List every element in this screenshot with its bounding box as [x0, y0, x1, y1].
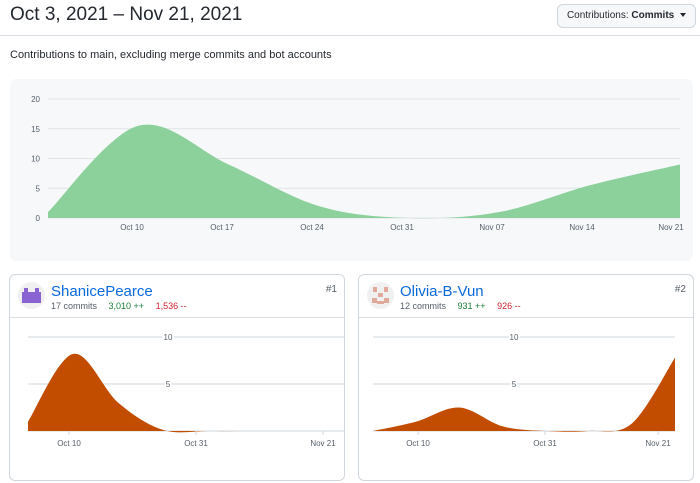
identicon-block [24, 288, 28, 292]
avatar[interactable] [367, 282, 394, 309]
x-tick-label: Nov 21 [310, 439, 336, 448]
contributor-username[interactable]: Olivia-B-Vun [400, 283, 484, 300]
avatar[interactable] [18, 282, 45, 309]
rank-badge: #2 [674, 284, 686, 295]
deletions-count: 926 -- [497, 301, 521, 311]
contributor-card-1: ShanicePearce 17 commits 3,010 ++ 1,536 … [9, 274, 345, 481]
x-tick-label: Oct 17 [210, 223, 234, 232]
x-tick-label: Nov 21 [658, 223, 684, 232]
y-tick-label: 5 [512, 380, 517, 389]
caret-down-icon [680, 13, 686, 18]
contributions-label: Contributions: [566, 10, 629, 21]
x-tick-label: Nov 14 [569, 223, 595, 232]
contributor-stats: 17 commits 3,010 ++ 1,536 -- [51, 301, 187, 311]
contributor-username[interactable]: ShanicePearce [51, 283, 153, 300]
series-area [48, 124, 680, 219]
contributor-chart-svg: 5 10 Oct 10 Oct 31 Nov 21 [28, 332, 344, 448]
identicon-block [378, 293, 383, 297]
y-tick-label: 5 [36, 184, 41, 193]
x-tick-label: Nov 07 [479, 223, 505, 232]
contributor-stats: 12 commits 931 ++ 926 -- [400, 301, 521, 311]
peach-identicon-icon [367, 282, 394, 309]
y-tick-label: 15 [31, 125, 40, 134]
contributions-type-dropdown[interactable]: Contributions: Commits [556, 4, 696, 28]
x-tick-label: Nov 21 [645, 439, 671, 448]
additions-count: 3,010 ++ [108, 301, 145, 311]
subtitle: Contributions to main, excluding merge c… [10, 49, 332, 61]
header: Oct 3, 2021 – Nov 21, 2021 Contributions… [0, 0, 700, 36]
identicon-block [35, 288, 39, 292]
x-tick-label: Oct 31 [390, 223, 414, 232]
y-tick-label: 10 [164, 333, 173, 342]
identicon-block [22, 292, 41, 303]
purple-identicon-icon [18, 282, 45, 309]
commit-count: 12 commits [400, 301, 447, 311]
series-area [28, 353, 344, 433]
contributor-card-header: ShanicePearce 17 commits 3,010 ++ 1,536 … [10, 275, 344, 318]
deletions-count: 1,536 -- [155, 301, 187, 311]
identicon-block [377, 301, 384, 304]
x-tick-label: Oct 10 [406, 439, 430, 448]
identicon-block [384, 287, 388, 292]
x-tick-label: Oct 10 [120, 223, 144, 232]
x-tick-label: Oct 24 [300, 223, 324, 232]
contributor-card-2: Olivia-B-Vun 12 commits 931 ++ 926 -- #2… [358, 274, 694, 481]
main-chart-svg: 0 5 10 15 20 Oct 10 Oct 17 Oct 24 Oct 31 Nov 07 No… [31, 95, 684, 232]
y-tick-label: 0 [36, 214, 41, 223]
x-tick-label: Oct 10 [57, 439, 81, 448]
date-range-title: Oct 3, 2021 – Nov 21, 2021 [10, 4, 243, 25]
identicon-block [384, 298, 389, 303]
x-tick-label: Oct 31 [533, 439, 557, 448]
additions-count: 931 ++ [457, 301, 486, 311]
main-commits-chart: 0 5 10 15 20 Oct 10 Oct 17 Oct 24 Oct 31 Nov 07 No… [10, 79, 693, 261]
y-tick-label: 10 [510, 333, 519, 342]
y-tick-label: 20 [31, 95, 40, 104]
series-area [373, 357, 675, 432]
rank-badge: #1 [325, 284, 337, 295]
identicon-block [372, 298, 377, 303]
contributor-chart-svg: 5 10 Oct 10 Oct 31 Nov 21 [373, 332, 675, 448]
y-tick-label: 10 [31, 155, 40, 164]
identicon-block [373, 287, 377, 292]
contributor-card-header: Olivia-B-Vun 12 commits 931 ++ 926 -- #2 [359, 275, 693, 318]
contributions-value: Commits [631, 10, 675, 21]
y-tick-label: 5 [166, 380, 171, 389]
x-tick-label: Oct 31 [184, 439, 208, 448]
commit-count: 17 commits [51, 301, 98, 311]
